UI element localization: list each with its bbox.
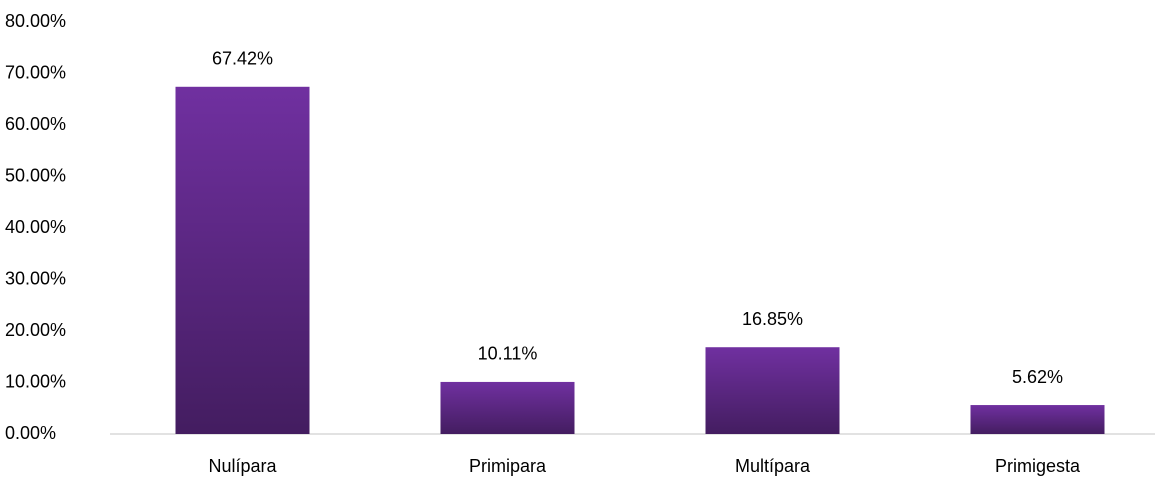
y-tick-label: 70.00% xyxy=(5,62,66,82)
y-tick-label: 40.00% xyxy=(5,217,66,237)
x-tick-label: Primipara xyxy=(469,456,547,476)
data-label: 5.62% xyxy=(1012,367,1063,387)
y-tick-label: 0.00% xyxy=(5,423,56,443)
y-tick-label: 80.00% xyxy=(5,11,66,31)
bar-shade xyxy=(705,347,840,434)
x-tick-label: Multípara xyxy=(735,456,811,476)
y-tick-label: 50.00% xyxy=(5,165,66,185)
data-label: 10.11% xyxy=(478,344,538,364)
bar-shade xyxy=(970,405,1105,434)
x-tick-label: Nulípara xyxy=(208,456,277,476)
data-label: 67.42% xyxy=(212,49,273,69)
x-tick-label: Primigesta xyxy=(995,456,1081,476)
y-tick-label: 30.00% xyxy=(5,268,66,288)
y-tick-label: 20.00% xyxy=(5,320,66,340)
y-tick-label: 60.00% xyxy=(5,114,66,134)
bar-shade xyxy=(175,86,310,435)
bar-shade xyxy=(440,381,575,434)
y-tick-label: 10.00% xyxy=(5,371,66,391)
data-label: 16.85% xyxy=(742,309,803,329)
